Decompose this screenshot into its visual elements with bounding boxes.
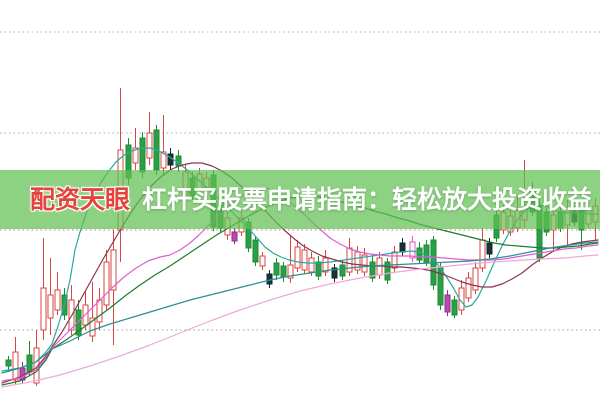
headline-banner: 配资天眼 杠杆买股票申请指南：轻松放大投资收益 [0, 170, 600, 229]
headline-brand: 配资天眼 [30, 185, 131, 214]
headline-title: 杠杆买股票申请指南：轻松放大投资收益 [142, 185, 593, 214]
